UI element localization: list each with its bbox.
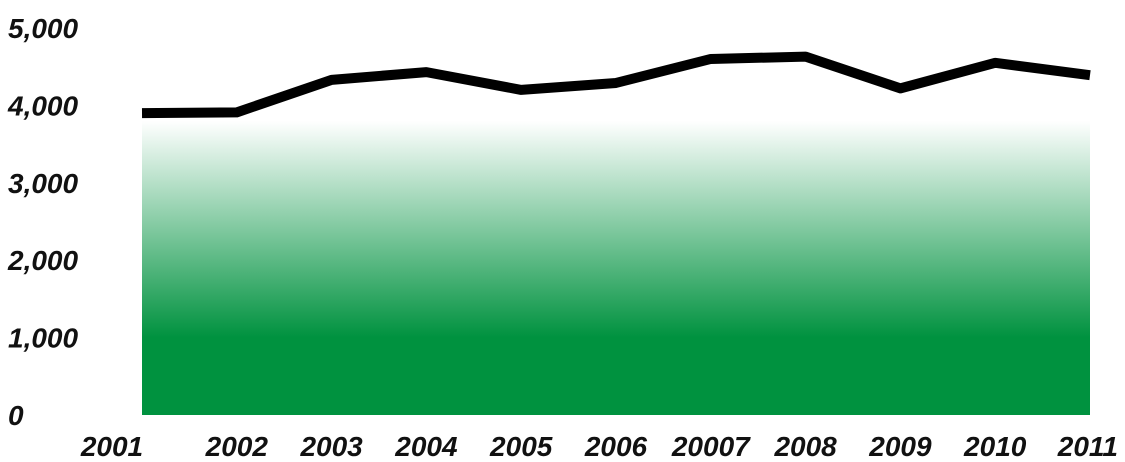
x-axis-labels: 2001 2002 2003 2004 2005 2006 20007 2008 2009 201… [80,431,1118,462]
x-tick-label: 2008 [773,431,837,462]
x-tick-label: 2009 [868,431,932,462]
x-tick-label: 2005 [489,431,553,462]
y-tick-label: 3,000 [8,168,78,199]
y-tick-label: 0 [8,400,24,431]
area-fill-layer [142,56,1090,415]
y-tick-label: 5,000 [8,13,78,44]
x-tick-label: 2003 [299,431,363,462]
y-tick-label: 1,000 [8,323,78,354]
x-tick-label: 2011 [1057,431,1118,462]
y-axis-labels: 0 1,000 2,000 3,000 4,000 5,000 [7,13,78,431]
x-tick-label: 2010 [963,431,1027,462]
x-tick-label: 2004 [394,431,458,462]
x-tick-label: 20007 [671,431,751,462]
y-tick-label: 4,000 [7,90,78,121]
series-line [141,51,1091,119]
series-line-layer [141,51,1091,119]
area-fill [142,56,1090,415]
x-tick-label: 2001 [80,431,143,462]
x-tick-label: 2006 [584,431,648,462]
x-tick-label: 2002 [205,431,269,462]
y-tick-label: 2,000 [7,245,78,276]
